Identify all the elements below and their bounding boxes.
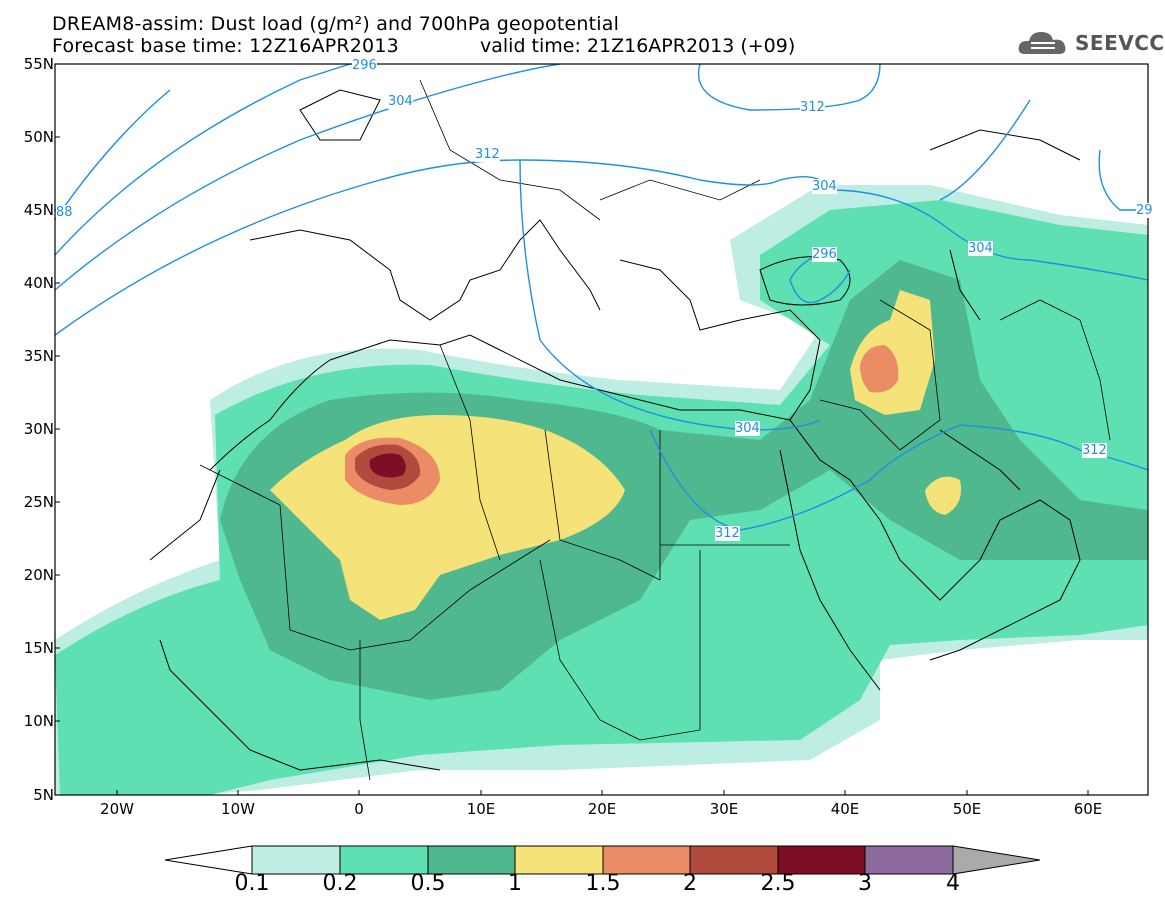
contour-label: 312 (1082, 443, 1107, 458)
lat-label: 35N (23, 347, 54, 365)
lon-label: 30E (709, 800, 739, 818)
lat-label: 45N (23, 201, 54, 219)
colorbar-label: 2 (683, 871, 697, 896)
colorbar-label: 4 (946, 871, 960, 896)
lon-label: 20E (587, 800, 617, 818)
contour-label: 304 (968, 241, 993, 256)
contour-label: 312 (475, 147, 500, 162)
colorbar-label: 0.2 (322, 871, 358, 896)
contour-label: 88 (56, 205, 73, 220)
logo-text: SEEVCCC (1075, 31, 1165, 55)
lat-label: 10N (23, 712, 54, 730)
contour-label: 312 (715, 526, 740, 541)
dust-field-2.5 (369, 453, 406, 478)
colorbar-label: 2.5 (760, 871, 796, 896)
lon-label: 20W (100, 800, 134, 818)
lat-ticks (55, 136, 1089, 795)
lat-label: 40N (23, 274, 54, 292)
lat-label: 15N (23, 639, 54, 657)
lon-label: 0 (354, 800, 364, 818)
lat-label: 50N (23, 128, 54, 146)
contour-label: 304 (735, 421, 760, 436)
lat-label: 25N (23, 493, 54, 511)
map-title: DREAM8-assim: Dust load (g/m²) and 700hP… (52, 13, 620, 35)
lat-label: 55N (23, 55, 54, 73)
contour-label: 29 (1136, 203, 1153, 218)
lat-label: 20N (23, 566, 54, 584)
lon-label: 60E (1073, 800, 1103, 818)
colorbar-label: 3 (858, 871, 872, 896)
lon-label: 10W (221, 800, 255, 818)
colorbar-label: 0.5 (410, 871, 446, 896)
lon-label: 40E (830, 800, 860, 818)
contour-label: 304 (812, 179, 837, 194)
borders (199, 79, 1111, 781)
colorbar-label: 1.5 (585, 871, 621, 896)
contour-label: 296 (812, 247, 837, 262)
valid-time: valid time: 21Z16APR2013 (+09) (480, 35, 796, 57)
lat-label: 5N (33, 786, 54, 804)
seevccc-logo: SEEVCCC (1017, 28, 1165, 58)
lat-label: 30N (23, 420, 54, 438)
cloud-icon (1018, 32, 1066, 54)
colorbar (164, 845, 1041, 875)
contour-label: 312 (800, 100, 825, 115)
colorbar-label: 1 (508, 871, 522, 896)
colorbar-label: 0.1 (234, 871, 270, 896)
contour-label: 296 (352, 58, 377, 73)
contour-label: 304 (388, 94, 413, 109)
lon-label: 50E (952, 800, 982, 818)
forecast-base-time: Forecast base time: 12Z16APR2013 (52, 35, 399, 57)
lon-label: 10E (466, 800, 496, 818)
